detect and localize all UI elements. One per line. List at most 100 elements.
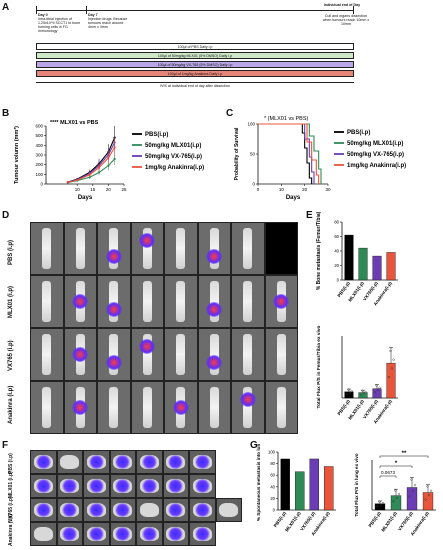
bone-ivis-image (197, 328, 231, 381)
series-line (67, 146, 116, 183)
bar (324, 466, 334, 511)
significance-bracket (379, 455, 429, 458)
bioluminescence-signal (105, 248, 122, 264)
bar (295, 471, 305, 511)
bioluminescence-signal (105, 354, 122, 370)
data-point (66, 181, 69, 184)
bioluminescence-signal (105, 301, 122, 317)
data-dot (350, 390, 353, 393)
bone-ivis-image (231, 381, 265, 434)
bone-shape (109, 228, 119, 269)
x-tick-label: 15 (90, 187, 96, 192)
data-point (76, 179, 79, 182)
bone-shape (209, 281, 219, 322)
bar (372, 255, 382, 281)
bioluminescence-signal (88, 503, 104, 517)
bioluminescence-signal (115, 455, 131, 469)
bioluminescence-signal (206, 248, 223, 264)
lung-row-label: Anakinra (i.p) (8, 514, 14, 546)
y-axis-label: Total Flux P/S in Femur/Tibia ex vivo (316, 325, 322, 408)
bioluminescence-signal (194, 479, 210, 493)
bioluminescence-signal (273, 293, 290, 310)
timeline-end-text: Cull and organs dissection when tumours … (322, 14, 370, 26)
y-tick-label: 0 (273, 508, 276, 513)
data-dot (410, 478, 413, 481)
panel-letter-f: F (2, 440, 9, 451)
data-dot (387, 375, 390, 379)
bar (358, 392, 368, 399)
data-point (107, 164, 110, 167)
bone-shape (109, 334, 119, 375)
bone-shape (142, 281, 152, 322)
bioluminescence-signal (35, 503, 51, 517)
lung-row-label: MLX01 (i.p) (8, 471, 14, 498)
bone-shape (109, 387, 119, 428)
y-tick-label: 80 (334, 220, 339, 225)
lung-ivis-image (56, 498, 83, 522)
bone-shape (109, 281, 119, 322)
bone-ivis-image (130, 222, 164, 275)
lung-ivis-image (162, 474, 189, 498)
bone-shape (243, 281, 253, 322)
y-tick-label: 100 (268, 450, 276, 455)
data-dot (362, 392, 365, 395)
bone-shape (209, 334, 219, 375)
bone-ivis-image (30, 381, 64, 434)
lung-ivis-image (83, 474, 110, 498)
bone-shape (142, 334, 152, 375)
bone-ivis-image (264, 328, 298, 381)
lung-ivis-image (189, 450, 216, 474)
bioluminescence-signal (239, 392, 256, 408)
bone-ivis-image (130, 275, 164, 328)
significance-annotation: * (MLX01 vs PBS) (264, 116, 308, 122)
significance-bracket (379, 475, 397, 478)
lung-ivis-image (109, 450, 136, 474)
bioluminescence-signal (172, 399, 189, 416)
series-line (67, 137, 116, 183)
data-dot (408, 495, 411, 498)
x-axis-label: Days (286, 195, 301, 201)
y-tick-label: 40 (270, 484, 275, 489)
timeline-tick-day0 (36, 6, 37, 14)
data-dot (427, 494, 431, 497)
y-axis-label: Tumour volumn (mm³) (13, 126, 20, 184)
bioluminescence-signal (115, 503, 131, 517)
bioluminescence-signal (115, 479, 131, 493)
bioluminescence-signal (72, 346, 89, 363)
bioluminescence-signal (141, 479, 157, 493)
legend-label: 50mg/kg MLX01(i.p) (145, 143, 201, 149)
lung-ivis-image (83, 450, 110, 474)
bioluminescence-signal (194, 527, 210, 541)
y-tick-label: 0 (40, 182, 43, 187)
bone-ivis-image (231, 328, 265, 381)
legend-label: 50mg/kg VX-765(i.p) (347, 152, 404, 158)
y-tick-label: 0 (337, 278, 340, 283)
y-tick-label: 20 (270, 496, 275, 501)
lung-ivis-image (136, 498, 163, 522)
bone-ivis-image (164, 381, 198, 434)
y-tick-label: 100 (35, 172, 43, 177)
bioluminescence-signal (206, 301, 223, 317)
data-dot (375, 384, 378, 387)
bone-ivis-image (197, 381, 231, 434)
bone-ivis-image (231, 222, 265, 275)
panel-letter-d: D (2, 210, 10, 221)
category-label: PBS(i.p) (367, 510, 382, 528)
data-dot (359, 393, 362, 396)
data-dot (378, 500, 381, 503)
bar (280, 458, 290, 511)
bioluminescence-signal (88, 527, 104, 541)
bone-ivis-image (130, 328, 164, 381)
y-axis-label: Total Flux P/S in lung ex vivo (354, 453, 359, 516)
survival-curve (258, 123, 320, 184)
lung-ivis-image (136, 450, 163, 474)
p-value-label: 0.0673 (381, 470, 395, 475)
data-dot (429, 489, 433, 492)
data-dot (381, 502, 385, 505)
data-dot (392, 358, 395, 361)
bone-shape (42, 281, 52, 322)
empty-image-slot (264, 222, 298, 275)
lung-ivis-image (83, 498, 110, 522)
legend-label: 1mg/kg Anakinra(i.p) (347, 163, 406, 169)
bioluminescence-signal (72, 293, 89, 310)
